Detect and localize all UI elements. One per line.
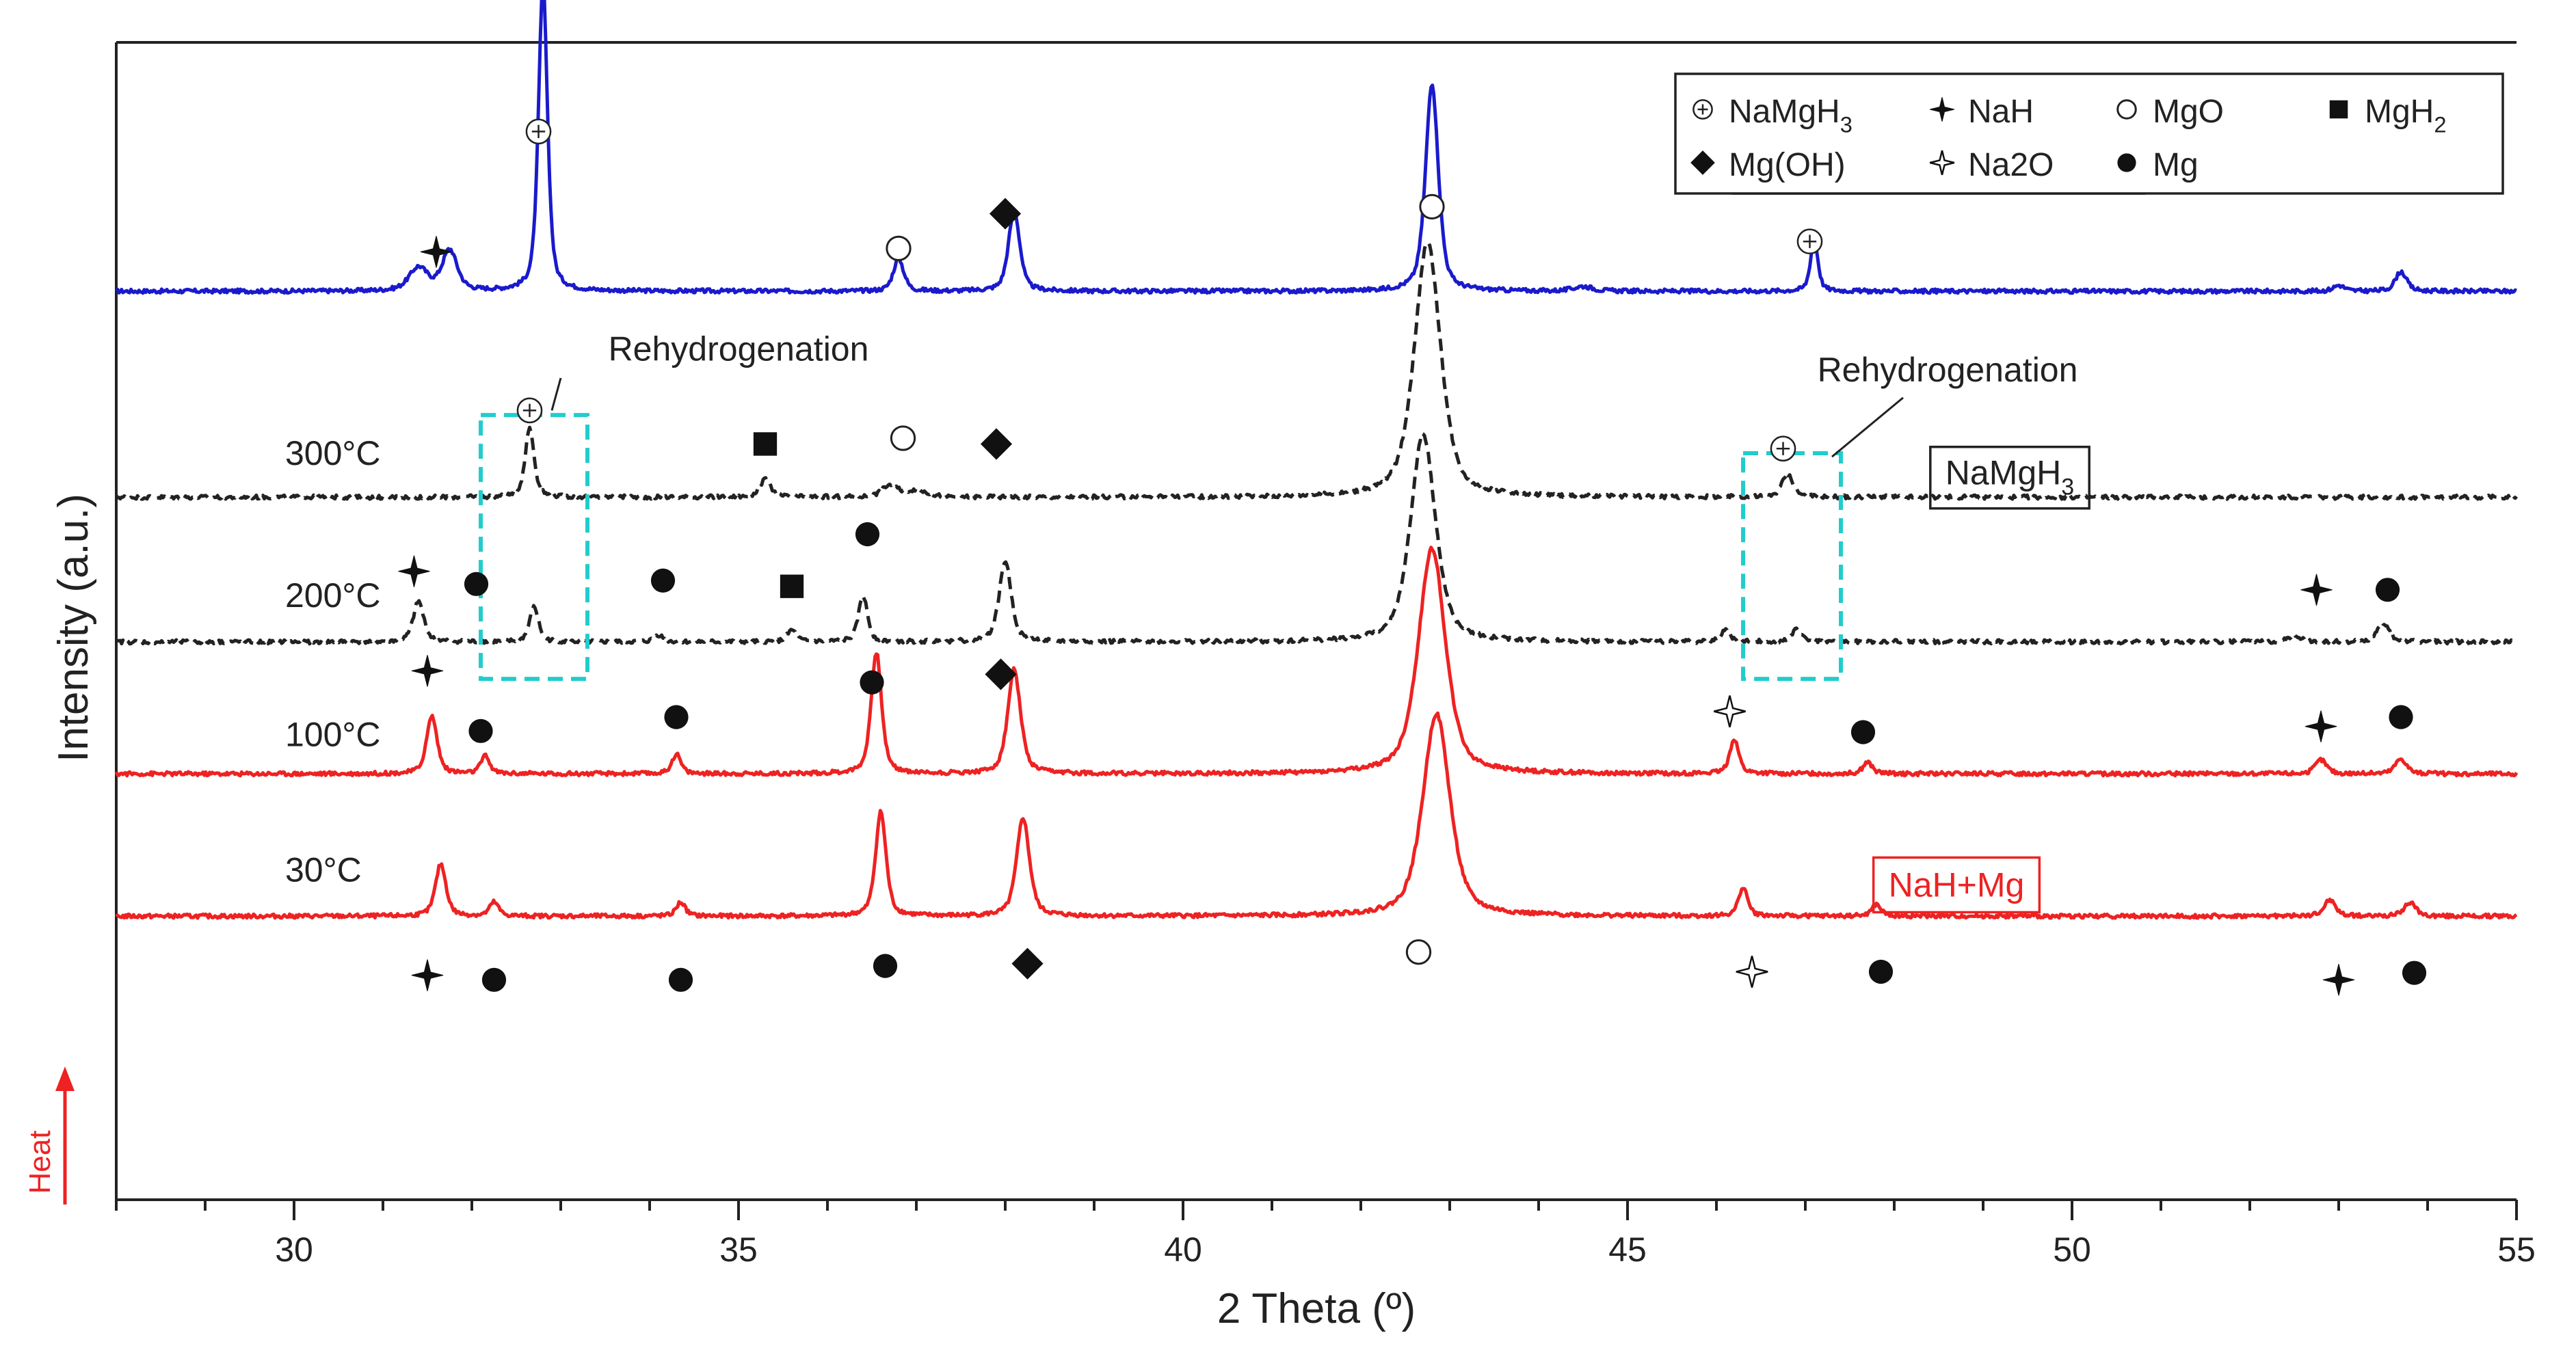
extra-label-1-sub: 3 <box>2061 474 2074 500</box>
legend-label-3: MgH2 <box>2365 94 2447 137</box>
marker-oplus-0 <box>525 118 552 145</box>
annotation-0: Rehydrogenation <box>609 330 869 368</box>
marker-circle-29 <box>668 967 693 992</box>
marker-circle-17 <box>2375 578 2400 602</box>
marker-circle-14 <box>650 568 676 593</box>
x-tick-label-4: 50 <box>2053 1230 2091 1269</box>
legend-label-2-main: MgO <box>2153 94 2224 130</box>
annotation-1: Rehydrogenation <box>1818 351 2078 389</box>
marker-circle-22 <box>664 705 689 729</box>
series-label-box-4 <box>1872 856 2041 914</box>
label-layer: RT After rehydrogenation300°C200°C100°CN… <box>285 137 2146 914</box>
series-line-0 <box>116 0 2517 295</box>
legend-label-5-main: Na2O <box>1968 147 2054 183</box>
y-axis-title: Intensity (a.u.) <box>50 494 97 762</box>
series-layer <box>114 0 2519 920</box>
marker-circle-open-32 <box>1405 939 1432 965</box>
marker-oplus-6 <box>516 397 543 424</box>
marker-star4-16 <box>2300 574 2333 606</box>
legend-marker-5 <box>1929 150 1955 176</box>
marker-circle-open-2 <box>886 235 912 262</box>
extra-label-0-main: 30°C <box>285 850 362 889</box>
axis-layer: 30 35 40 45 50 55 2 Theta (º) Intensity (a.u.) H… <box>23 494 2536 1332</box>
extra-label-1-main: NaMgH <box>1946 454 2061 492</box>
heat-arrow-head-icon <box>55 1066 75 1091</box>
legend-marker-6 <box>2117 153 2136 172</box>
marker-circle-28 <box>481 967 507 992</box>
marker-circle-36 <box>2402 960 2427 985</box>
marker-square-15 <box>780 574 804 598</box>
marker-circle-30 <box>873 954 898 978</box>
legend-label-1: NaH <box>1968 94 2034 130</box>
phase-marker-layer <box>398 118 2427 996</box>
series-line-2 <box>115 431 2517 646</box>
legend-marker-4 <box>1690 150 1715 175</box>
annotation-pointer-0 <box>550 377 562 411</box>
marker-star4-18 <box>411 655 444 687</box>
x-tick-label-2: 40 <box>1164 1230 1202 1269</box>
marker-circle-26 <box>2389 705 2413 729</box>
marker-circle-19 <box>860 670 884 695</box>
marker-oplus-5 <box>1796 228 1823 255</box>
marker-star4-open-33 <box>1736 956 1768 988</box>
marker-circle-21 <box>468 718 493 743</box>
marker-star4-25 <box>2305 710 2337 742</box>
legend-label-1-main: NaH <box>1968 94 2034 130</box>
legend-label-4: Mg(OH) <box>1729 147 1846 183</box>
marker-star4-35 <box>2322 964 2355 996</box>
x-axis-title: 2 Theta (º) <box>1217 1285 1416 1332</box>
extra-label-0: 30°C <box>285 850 362 889</box>
marker-square-7 <box>753 432 778 456</box>
marker-star4-open-23 <box>1714 695 1746 728</box>
heat-label: Heat <box>23 1131 57 1194</box>
x-tick-label-0: 30 <box>275 1230 313 1269</box>
extra-label-box-1 <box>1929 445 2090 510</box>
marker-circle-open-8 <box>890 425 916 451</box>
legend-label-2: MgO <box>2153 94 2224 130</box>
marker-diamond-31 <box>1011 947 1044 980</box>
legend-marker-0 <box>1692 99 1713 120</box>
marker-circle-11 <box>855 522 880 547</box>
series-line-3 <box>114 546 2519 778</box>
series-line-4 <box>115 711 2518 920</box>
marker-diamond-9 <box>980 428 1013 460</box>
highlight-box-1 <box>1741 451 1843 682</box>
legend-marker-1 <box>1930 97 1954 122</box>
marker-circle-24 <box>1850 720 1876 744</box>
legend-label-0: NaMgH3 <box>1729 94 1853 137</box>
extra-label-1: NaMgH3 <box>1946 454 2074 500</box>
series-label-2: 200°C <box>285 576 381 615</box>
legend-label-0-main: NaMgH <box>1729 94 1840 130</box>
legend-label-3-main: MgH <box>2365 94 2434 130</box>
legend-label-3-sub: 2 <box>2434 111 2446 137</box>
marker-oplus-10 <box>1770 435 1796 462</box>
series-label-3: 100°C <box>285 715 381 753</box>
x-tick-label-3: 45 <box>1608 1230 1647 1269</box>
legend: NaMgH3 NaH MgO MgH2 Mg(OH) Na2O Mg <box>1674 72 2504 195</box>
legend-box <box>1674 72 2504 195</box>
marker-star4-12 <box>398 555 430 587</box>
plot-frame <box>115 41 2517 1201</box>
x-tick-label-5: 55 <box>2497 1230 2536 1269</box>
legend-label-5: Na2O <box>1968 147 2054 183</box>
marker-star4-27 <box>411 959 444 991</box>
series-line-1 <box>114 241 2519 501</box>
legend-label-4-main: Mg(OH) <box>1729 147 1846 183</box>
legend-label-0-sub: 3 <box>1840 111 1853 137</box>
legend-label-6: Mg <box>2153 147 2199 183</box>
marker-circle-open-4 <box>1419 193 1445 220</box>
legend-label-6-main: Mg <box>2153 147 2199 183</box>
marker-circle-34 <box>1868 959 1894 984</box>
x-tick-label-1: 35 <box>719 1230 758 1269</box>
marker-diamond-3 <box>989 198 1022 230</box>
marker-circle-13 <box>464 571 489 596</box>
series-label-1: 300°C <box>285 434 381 472</box>
legend-marker-3 <box>2329 100 2348 119</box>
series-label-4: NaH+Mg <box>1889 865 2025 904</box>
marker-star4-1 <box>420 236 453 268</box>
annotation-pointer-1 <box>1831 396 1904 458</box>
marker-diamond-20 <box>985 658 1017 690</box>
legend-marker-2 <box>2116 99 2137 120</box>
